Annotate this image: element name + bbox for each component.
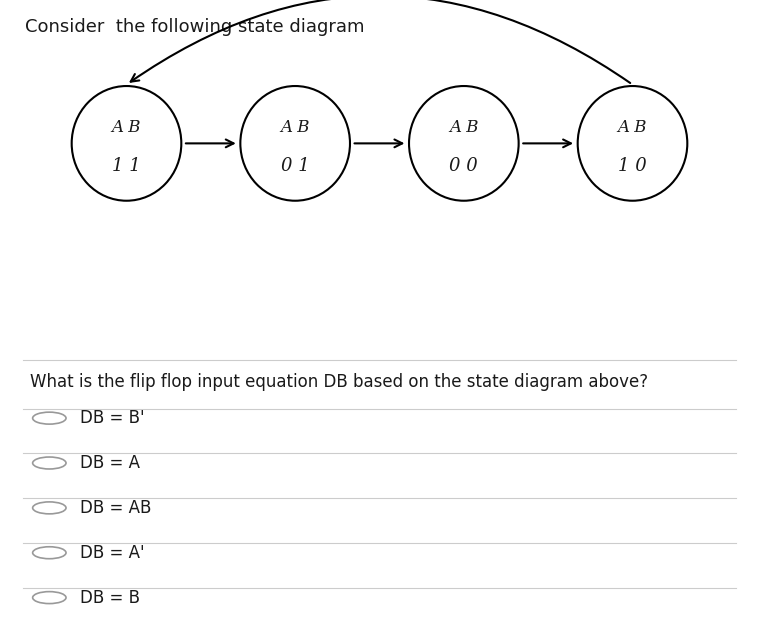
- Text: 0 0: 0 0: [449, 158, 478, 176]
- Text: A B: A B: [280, 119, 310, 136]
- Text: DB = B: DB = B: [80, 588, 140, 607]
- Text: A B: A B: [112, 119, 141, 136]
- Text: DB = A: DB = A: [80, 454, 140, 472]
- Text: What is the flip flop input equation DB based on the state diagram above?: What is the flip flop input equation DB …: [30, 373, 648, 391]
- Text: A B: A B: [618, 119, 647, 136]
- Text: A B: A B: [449, 119, 479, 136]
- Text: 1 1: 1 1: [112, 158, 141, 176]
- Text: DB = A': DB = A': [80, 544, 144, 562]
- Text: 1 0: 1 0: [618, 158, 647, 176]
- Text: DB = B': DB = B': [80, 409, 144, 427]
- Text: 0 1: 0 1: [281, 158, 310, 176]
- Text: DB = AB: DB = AB: [80, 499, 151, 517]
- Text: Consider  the following state diagram: Consider the following state diagram: [25, 18, 365, 36]
